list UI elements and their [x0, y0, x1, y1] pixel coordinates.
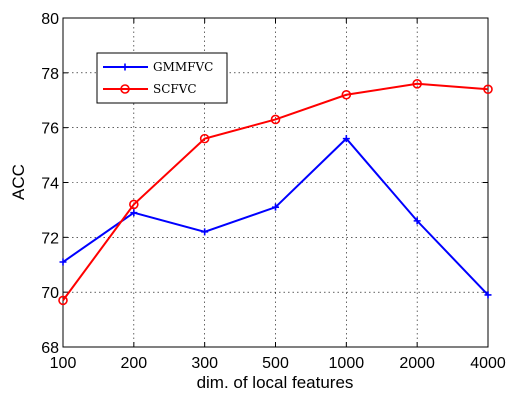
x-tick-label: 1000 [329, 355, 365, 372]
y-tick-label: 68 [41, 340, 59, 357]
data-point-gmmfvc [272, 203, 279, 211]
x-tick-label: 200 [120, 355, 147, 372]
y-tick-label: 76 [41, 121, 59, 138]
data-point-scfvc [341, 89, 352, 100]
legend-marker-scfvc [120, 84, 130, 94]
data-point-scfvc [129, 199, 139, 210]
x-tick-label: 2000 [399, 355, 435, 372]
x-tick-label: 300 [191, 355, 218, 372]
data-point-scfvc [199, 133, 210, 144]
data-point-gmmfvc [59, 258, 67, 266]
x-axis-label: dim. of local features [197, 373, 354, 392]
y-tick-label: 70 [41, 285, 59, 302]
data-point-scfvc [412, 79, 422, 89]
y-tick-label: 80 [41, 11, 59, 28]
data-point-scfvc [483, 84, 493, 95]
y-tick-label: 72 [41, 230, 59, 247]
series-line-scfvc [62, 82, 489, 301]
x-tick-label: 500 [262, 355, 289, 372]
y-axis-label: ACC [9, 164, 28, 200]
data-point-gmmfvc [413, 217, 421, 225]
legend-label-scfvc: SCFVC [153, 82, 197, 96]
legend-label-gmmfvc: GMMFVC [153, 60, 213, 74]
data-point-gmmfvc [201, 228, 209, 236]
data-point-gmmfvc [130, 209, 138, 217]
data-point-scfvc [270, 114, 281, 125]
x-ticks: 100 200 300 500 1000 2000 4000 [50, 18, 506, 372]
legend-box [96, 52, 228, 104]
legend: GMMFVC SCFVC [96, 52, 228, 104]
y-ticks: 68 70 72 74 76 78 80 [41, 11, 488, 357]
y-tick-label: 74 [41, 176, 59, 193]
x-tick-label: 100 [50, 355, 77, 372]
legend-marker-gmmfvc [121, 63, 129, 71]
data-point-scfvc [58, 295, 68, 306]
data-point-gmmfvc [484, 291, 492, 299]
x-tick-label: 4000 [470, 355, 506, 372]
series [58, 79, 493, 306]
y-tick-label: 78 [41, 66, 59, 83]
data-point-gmmfvc [342, 135, 350, 143]
